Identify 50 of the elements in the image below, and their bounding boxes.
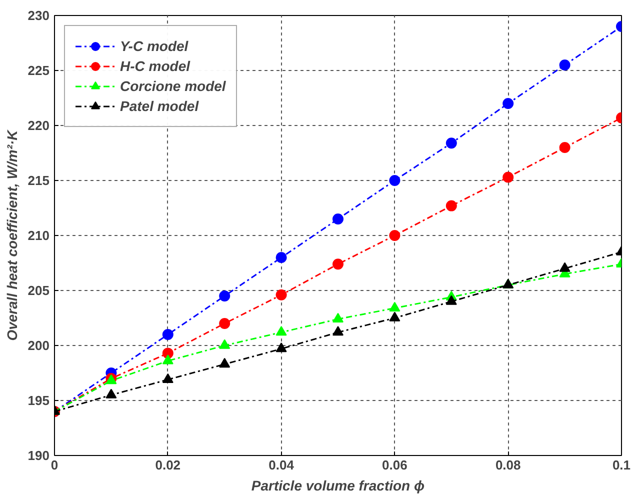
point <box>389 175 400 186</box>
point <box>276 289 287 300</box>
point <box>276 326 287 336</box>
x-axis-title: Particle volume fraction ϕ <box>251 478 425 494</box>
y-tick-label: 200 <box>28 338 50 353</box>
point <box>559 262 570 272</box>
point <box>162 354 174 364</box>
point <box>219 318 230 329</box>
x-tick-label: 0.06 <box>382 458 408 472</box>
point <box>389 302 400 312</box>
point <box>446 138 457 149</box>
x-tick-label: 0 <box>50 458 58 472</box>
point <box>502 172 514 183</box>
point <box>446 200 457 212</box>
point <box>559 60 570 70</box>
y-tick-label: 230 <box>28 8 50 23</box>
x-tick-label: 0.1 <box>612 458 631 472</box>
point <box>162 329 174 340</box>
point <box>219 358 230 368</box>
point <box>162 348 174 359</box>
point <box>276 342 287 352</box>
point <box>332 214 344 224</box>
point <box>559 142 570 153</box>
y-tick-label: 190 <box>28 448 50 463</box>
y-tick-label: 195 <box>28 393 50 408</box>
y-tick-label: 225 <box>28 63 50 78</box>
legend-label: Corcione model <box>120 78 226 94</box>
point <box>446 295 457 305</box>
point <box>106 388 117 398</box>
point <box>389 230 400 241</box>
point <box>332 312 344 322</box>
y-tick-label: 205 <box>28 283 50 298</box>
x-tick-label: 0.04 <box>268 458 295 472</box>
point <box>332 326 344 336</box>
point <box>502 98 514 109</box>
point <box>219 290 230 302</box>
point <box>162 373 174 383</box>
point <box>332 258 344 270</box>
point <box>219 339 230 349</box>
y-tick-label: 210 <box>28 228 50 243</box>
x-tick-label: 0.02 <box>155 458 181 472</box>
y-axis-title: Overall heat coefficient, W/m²·K <box>4 129 20 341</box>
y-tick-label: 215 <box>28 173 50 188</box>
x-tick-label: 0.08 <box>495 458 521 472</box>
point <box>389 312 400 322</box>
legend-label: Patel model <box>120 98 199 114</box>
legend-label: Y-C model <box>120 38 188 54</box>
point <box>276 252 287 263</box>
y-tick-label: 220 <box>28 118 50 133</box>
legend-label: H-C model <box>120 58 190 74</box>
